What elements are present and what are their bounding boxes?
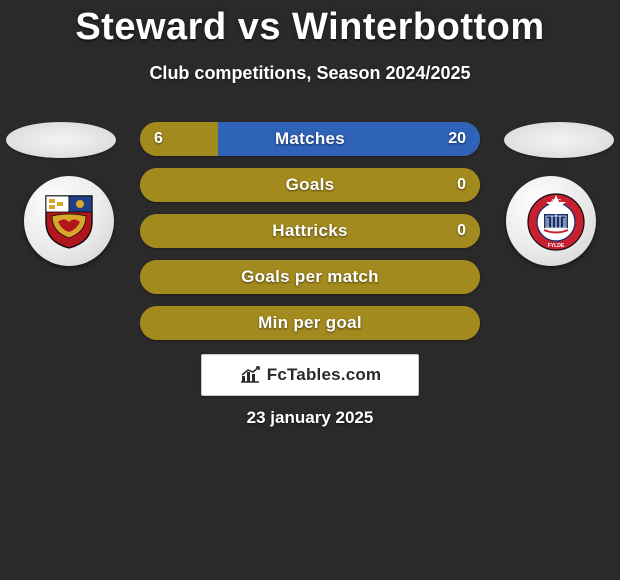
player-a-club-badge (24, 176, 114, 266)
site-branding: FcTables.com (201, 354, 419, 396)
bar-chart-icon (239, 366, 261, 384)
stat-bar-label: Matches (140, 122, 480, 156)
stat-bar: 620Matches (140, 122, 480, 156)
stat-bar-label: Min per goal (140, 306, 480, 340)
stat-bar: Goals per match (140, 260, 480, 294)
svg-text:FYLDE: FYLDE (548, 243, 565, 249)
stat-bar: 0Hattricks (140, 214, 480, 248)
stat-bar-label: Hattricks (140, 214, 480, 248)
page-subtitle: Club competitions, Season 2024/2025 (0, 63, 620, 84)
site-branding-label: FcTables.com (267, 365, 382, 385)
player-b-club-badge: AFC FYLDE (506, 176, 596, 266)
stat-bar: Min per goal (140, 306, 480, 340)
stat-bar-label: Goals (140, 168, 480, 202)
shield-crest-icon (44, 192, 94, 250)
stat-bar-label: Goals per match (140, 260, 480, 294)
player-b-avatar-placeholder (504, 122, 614, 158)
snapshot-date: 23 january 2025 (0, 408, 620, 428)
round-crest-icon: AFC FYLDE (526, 192, 576, 250)
player-a-avatar-placeholder (6, 122, 116, 158)
stat-bar: 0Goals (140, 168, 480, 202)
comparison-bars: 620Matches 0Goals 0Hattricks Goals per matc… (140, 122, 480, 352)
page-title: Steward vs Winterbottom (0, 0, 620, 49)
svg-text:AFC: AFC (551, 199, 562, 205)
